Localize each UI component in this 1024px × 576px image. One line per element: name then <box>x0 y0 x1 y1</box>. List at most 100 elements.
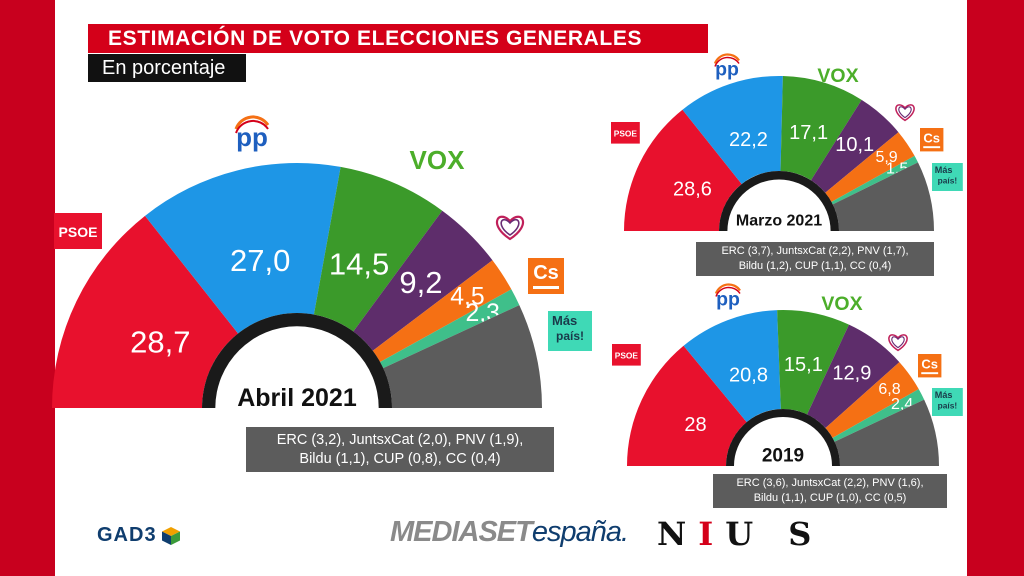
psoe-logo: PSOE <box>611 122 640 144</box>
nius-n: N <box>657 515 699 553</box>
cs-logo-underline <box>923 146 941 149</box>
nius-i: I <box>698 515 726 553</box>
data-label-vox: 14,5 <box>329 246 389 281</box>
mediaset-espana-logo: MEDIASETespaña. <box>390 516 629 549</box>
heart-icon-outline <box>496 215 524 241</box>
mas-pais-logo-line-1: Más <box>935 165 953 175</box>
slice-cs <box>372 260 512 362</box>
data-label-podemos: 10,1 <box>835 134 874 156</box>
chart-period-title: Marzo 2021 <box>736 213 822 230</box>
mas-pais-logo-line-2: país! <box>938 400 958 410</box>
mas-pais-logo-line-1: Más <box>935 390 953 400</box>
mas-pais-logo-line-2: país! <box>556 329 584 343</box>
note-line: ERC (3,2), JuntsxCat (2,0), PNV (1,9), <box>276 431 524 448</box>
chart-title: ESTIMACIÓN DE VOTO ELECCIONES GENERALES <box>88 24 708 53</box>
pp-logo-text: pp <box>236 122 268 152</box>
mas-pais-logo-line-1: Más <box>552 313 577 328</box>
psoe-logo-text: PSOE <box>614 128 638 138</box>
slice-cs <box>825 362 919 438</box>
vox-logo: VOX <box>821 293 862 315</box>
pp-logo-arc-2 <box>715 286 741 297</box>
pp-logo: pp <box>713 53 740 81</box>
heart-icon-outline <box>895 104 915 122</box>
slice-podemos <box>810 99 899 193</box>
pp-logo-arc <box>714 283 741 294</box>
pp-logo-arc <box>713 53 740 64</box>
chart-period-title: Abril 2021 <box>237 384 357 412</box>
heart-icon-inner <box>500 218 520 236</box>
data-label-cs: 6,8 <box>878 381 900 398</box>
chart-subtitle: En porcentaje <box>88 54 246 82</box>
slice-podemos <box>807 324 900 429</box>
data-label-cs: 4,5 <box>450 284 484 311</box>
pp-logo: pp <box>714 283 741 311</box>
pp-logo-text: pp <box>715 59 739 81</box>
inner-hole-fill <box>733 416 833 466</box>
data-label-vox: 15,1 <box>784 354 823 376</box>
mas-pais-logo-line-2: país! <box>938 175 958 185</box>
cs-logo-box <box>918 354 942 378</box>
slice-vox <box>313 166 443 332</box>
slice-pp <box>683 310 781 423</box>
mas-pais-logo-box <box>932 163 963 191</box>
gad3-cube-icon <box>161 526 180 545</box>
slice-mas-pais <box>832 389 925 442</box>
nius-logo: NIU S <box>657 515 823 553</box>
data-label-cs: 5,9 <box>875 149 897 166</box>
psoe-logo-box <box>54 213 102 249</box>
cs-logo: Cs <box>920 128 944 152</box>
heart-icon <box>496 215 524 241</box>
slice-vox <box>777 310 849 415</box>
psoe-logo-text: PSOE <box>59 224 98 240</box>
heart-icon-inner <box>898 106 912 119</box>
note-line: Bildu (1,1), CUP (0,8), CC (0,4) <box>299 450 501 467</box>
slice-otros <box>832 162 934 231</box>
data-label-psoe: 28,6 <box>673 178 712 200</box>
mas-pais-logo-box <box>932 388 963 416</box>
psoe-logo-text: PSOE <box>615 350 639 360</box>
psoe-logo: PSOE <box>54 213 102 249</box>
espana-text: españa. <box>531 516 629 548</box>
psoe-logo-box <box>611 122 640 144</box>
gad3-text: GAD3 <box>97 524 157 546</box>
slice-mas-pais <box>380 289 520 369</box>
others-note-marzo-2021: ERC (3,7), JuntsxCat (2,2), PNV (1,7), B… <box>696 242 934 276</box>
cs-logo-text: Cs <box>923 130 940 145</box>
inner-hole-fill <box>727 179 831 231</box>
note-line: ERC (3,7), JuntsxCat (2,2), PNV (1,7), <box>721 245 909 257</box>
data-label-psoe: 28,7 <box>130 324 190 359</box>
note-line: Bildu (1,2), CUP (1,1), CC (0,4) <box>738 260 892 272</box>
chart-period-title: 2019 <box>762 446 804 467</box>
heart-icon <box>895 104 915 122</box>
mediaset-text: MEDIASET <box>390 516 533 548</box>
inner-hole-fill <box>215 326 379 408</box>
heart-icon <box>888 334 908 352</box>
slice-psoe <box>52 215 239 408</box>
slice-otros <box>834 399 939 466</box>
heart-icon-outline <box>888 334 908 352</box>
slice-psoe <box>627 345 747 466</box>
slice-psoe <box>624 109 742 231</box>
data-label-pp: 20,8 <box>729 365 768 387</box>
pp-logo-arc <box>234 115 270 130</box>
slice-otros <box>383 305 542 408</box>
data-label-pp: 27,0 <box>230 243 290 278</box>
slice-vox <box>780 76 862 181</box>
slice-podemos <box>353 210 493 351</box>
note-line: ERC (3,6), JuntsxCat (2,2), PNV (1,6), <box>736 477 924 489</box>
pp-logo-arc-2 <box>714 56 740 67</box>
gad3-logo: GAD3 <box>97 524 181 547</box>
data-label-podemos: 9,2 <box>399 265 442 300</box>
data-label-psoe: 28 <box>684 414 706 436</box>
others-note-abril-2021: ERC (3,2), JuntsxCat (2,0), PNV (1,9), B… <box>246 427 554 472</box>
data-label-pp: 22,2 <box>729 129 768 151</box>
cs-logo-underline <box>921 372 939 375</box>
